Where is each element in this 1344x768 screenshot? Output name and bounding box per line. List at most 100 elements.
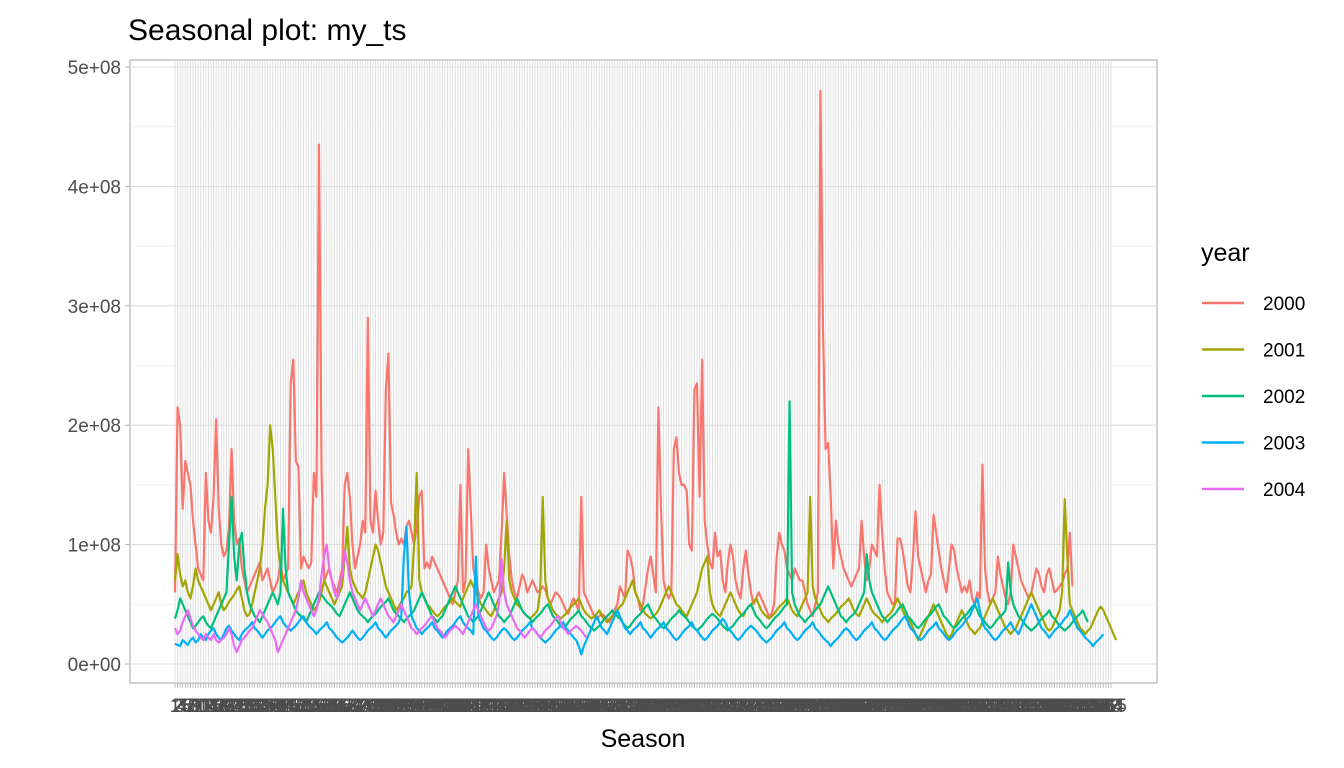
x-tick-label: 164 bbox=[578, 696, 610, 717]
x-tick-label: 64 bbox=[326, 696, 348, 717]
x-tick-label: 99 bbox=[416, 696, 437, 717]
x-tick-label: 365 bbox=[1095, 696, 1127, 717]
x-tick-label: 104 bbox=[424, 696, 456, 717]
x-tick-label: 155 bbox=[555, 696, 587, 717]
x-tick-label: 108 bbox=[434, 696, 466, 717]
x-axis: 1234567891011121314151617181920212223242… bbox=[170, 683, 1127, 717]
x-tick-label: 351 bbox=[1059, 696, 1091, 717]
x-tick-label: 49 bbox=[288, 696, 309, 717]
x-tick-label: 237 bbox=[766, 696, 798, 717]
x-tick-label: 32 bbox=[244, 696, 265, 717]
x-tick-label: 5 bbox=[180, 696, 191, 717]
x-tick-label: 20 bbox=[213, 696, 234, 717]
x-tick-label: 69 bbox=[339, 696, 360, 717]
x-tick-label: 189 bbox=[643, 696, 675, 717]
x-tick-label: 177 bbox=[612, 696, 644, 717]
x-tick-label: 22 bbox=[218, 696, 239, 717]
x-tick-label: 352 bbox=[1062, 696, 1094, 717]
legend-label-2003: 2003 bbox=[1263, 434, 1305, 455]
x-tick-label: 207 bbox=[689, 696, 721, 717]
x-tick-label: 238 bbox=[769, 696, 801, 717]
x-tick-label: 305 bbox=[941, 696, 973, 717]
x-tick-label: 179 bbox=[617, 696, 649, 717]
x-tick-label: 287 bbox=[895, 696, 927, 717]
x-tick-label: 358 bbox=[1077, 696, 1109, 717]
y-tick-label: 3e+08 bbox=[68, 297, 121, 318]
x-tick-label: 213 bbox=[704, 696, 736, 717]
x-tick-label: 334 bbox=[1015, 696, 1047, 717]
x-tick-label: 153 bbox=[550, 696, 582, 717]
x-tick-label: 88 bbox=[388, 696, 409, 717]
x-tick-label: 341 bbox=[1033, 696, 1065, 717]
x-tick-label: 30 bbox=[239, 696, 260, 717]
x-tick-label: 176 bbox=[609, 696, 641, 717]
x-tick-label: 271 bbox=[853, 696, 885, 717]
x-tick-label: 221 bbox=[725, 696, 757, 717]
x-tick-label: 226 bbox=[738, 696, 770, 717]
x-tick-label: 133 bbox=[499, 696, 531, 717]
x-tick-label: 14 bbox=[198, 696, 220, 717]
x-tick-label: 7 bbox=[185, 696, 196, 717]
x-tick-label: 127 bbox=[483, 696, 515, 717]
x-tick-label: 65 bbox=[329, 696, 350, 717]
x-tick-label: 218 bbox=[717, 696, 749, 717]
x-tick-label: 337 bbox=[1023, 696, 1055, 717]
x-tick-label: 107 bbox=[432, 696, 464, 717]
x-tick-label: 129 bbox=[488, 696, 520, 717]
x-tick-label: 264 bbox=[835, 696, 867, 717]
x-tick-label: 349 bbox=[1054, 696, 1086, 717]
y-tick-label: 5e+08 bbox=[68, 58, 121, 79]
x-tick-label: 97 bbox=[411, 696, 432, 717]
x-tick-label: 212 bbox=[702, 696, 734, 717]
x-tick-label: 110 bbox=[440, 696, 470, 717]
x-tick-label: 300 bbox=[928, 696, 960, 717]
x-tick-label: 288 bbox=[897, 696, 929, 717]
legend-label-2002: 2002 bbox=[1263, 387, 1305, 408]
x-tick-label: 98 bbox=[414, 696, 435, 717]
x-tick-label: 251 bbox=[802, 696, 834, 717]
y-tick-label: 4e+08 bbox=[68, 177, 121, 198]
x-tick-label: 66 bbox=[332, 696, 353, 717]
x-tick-label: 90 bbox=[393, 696, 414, 717]
x-tick-label: 336 bbox=[1021, 696, 1053, 717]
x-tick-label: 121 bbox=[468, 696, 500, 717]
x-tick-label: 345 bbox=[1044, 696, 1076, 717]
x-tick-label: 94 bbox=[404, 696, 426, 717]
x-tick-label: 191 bbox=[648, 696, 680, 717]
x-tick-label: 1 bbox=[170, 696, 181, 717]
x-tick-label: 29 bbox=[236, 696, 257, 717]
x-tick-label: 356 bbox=[1072, 696, 1104, 717]
x-tick-label: 114 bbox=[450, 696, 481, 717]
x-tick-label: 302 bbox=[933, 696, 965, 717]
x-tick-label: 111 bbox=[443, 696, 472, 717]
x-tick-label: 45 bbox=[278, 696, 299, 717]
x-tick-label: 48 bbox=[285, 696, 306, 717]
x-tick-label: 283 bbox=[884, 696, 916, 717]
x-tick-label: 220 bbox=[722, 696, 754, 717]
x-tick-label: 158 bbox=[563, 696, 595, 717]
x-tick-label: 326 bbox=[995, 696, 1027, 717]
x-tick-label: 27 bbox=[231, 696, 252, 717]
x-tick-label: 350 bbox=[1057, 696, 1089, 717]
x-tick-label: 294 bbox=[913, 696, 945, 717]
x-tick-label: 59 bbox=[314, 696, 335, 717]
x-tick-label: 197 bbox=[663, 696, 695, 717]
x-gridline bbox=[174, 60, 1112, 683]
x-tick-label: 299 bbox=[925, 696, 957, 717]
x-tick-label: 4 bbox=[177, 696, 188, 717]
x-tick-label: 53 bbox=[298, 696, 319, 717]
x-tick-label: 79 bbox=[365, 696, 386, 717]
x-tick-label: 167 bbox=[586, 696, 618, 717]
x-tick-label: 265 bbox=[838, 696, 870, 717]
x-tick-label: 101 bbox=[416, 696, 448, 717]
x-tick-label: 89 bbox=[391, 696, 412, 717]
x-tick-label: 82 bbox=[373, 696, 394, 717]
x-tick-label: 208 bbox=[691, 696, 723, 717]
legend-label-2000: 2000 bbox=[1263, 294, 1305, 315]
x-tick-label: 128 bbox=[486, 696, 518, 717]
x-tick-label: 42 bbox=[270, 696, 291, 717]
x-tick-label: 19 bbox=[211, 696, 232, 717]
x-tick-label: 262 bbox=[830, 696, 862, 717]
x-tick-label: 57 bbox=[308, 696, 329, 717]
x-tick-label: 93 bbox=[401, 696, 422, 717]
